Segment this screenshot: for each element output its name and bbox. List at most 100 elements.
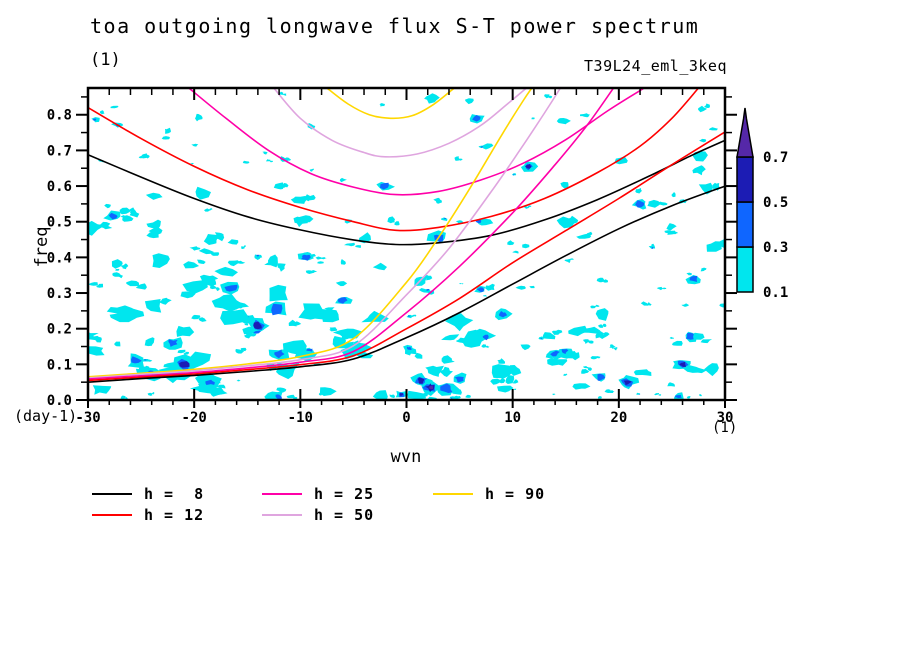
power-blob xyxy=(483,143,494,150)
power-blob xyxy=(293,397,298,400)
power-blob xyxy=(106,305,133,317)
power-blob xyxy=(340,259,346,265)
power-blob-hotspot xyxy=(679,361,687,367)
power-blob xyxy=(214,266,238,277)
colorbar: 0.1 0.3 0.5 0.7 xyxy=(736,107,788,301)
power-blob xyxy=(433,197,442,204)
x-tick-label: 0 xyxy=(402,410,410,426)
power-blob xyxy=(424,93,440,104)
power-blob xyxy=(507,365,522,376)
power-blob-hotspot xyxy=(337,297,348,304)
power-blob xyxy=(88,220,106,236)
power-blob xyxy=(552,393,556,396)
power-blob xyxy=(183,261,200,269)
power-blob xyxy=(288,319,297,327)
power-blob xyxy=(294,321,302,326)
curve-ig-h90 xyxy=(326,88,455,120)
power-blob xyxy=(497,385,514,393)
power-blob xyxy=(339,177,347,183)
power-blob xyxy=(633,369,652,376)
power-blob xyxy=(104,203,111,209)
power-blob xyxy=(165,127,171,134)
power-blob xyxy=(227,260,240,267)
power-blob xyxy=(602,323,607,327)
power-blob-hotspot xyxy=(399,393,404,396)
power-blob xyxy=(656,286,665,291)
power-blob xyxy=(657,201,668,206)
power-blob xyxy=(159,297,172,305)
power-blob-hotspot xyxy=(550,350,560,357)
power-blob xyxy=(92,118,97,121)
legend-line-h12 xyxy=(92,514,132,516)
power-blob xyxy=(214,232,225,242)
power-blob xyxy=(182,279,208,294)
legend-item-h12: h = 12 xyxy=(92,506,205,524)
power-blob xyxy=(569,258,575,260)
power-blob xyxy=(590,356,598,360)
legend-label-h12: h = 12 xyxy=(144,506,205,524)
colorbar-label: 0.5 xyxy=(763,195,788,211)
power-blob xyxy=(667,382,675,387)
curve-ig-h25 xyxy=(188,88,645,196)
power-blob xyxy=(243,245,246,248)
power-blob xyxy=(647,199,661,208)
legend-label-h90: h = 90 xyxy=(485,485,546,503)
power-blob xyxy=(572,383,591,390)
power-blob xyxy=(523,206,530,209)
power-blob xyxy=(461,283,464,285)
power-blob xyxy=(458,158,463,161)
x-axis-unit: (1) xyxy=(712,420,738,436)
power-blob-hotspot xyxy=(472,115,481,122)
power-blob-hotspot xyxy=(689,275,698,282)
power-blob xyxy=(407,315,411,317)
power-blob xyxy=(540,338,543,340)
x-tick-label: -10 xyxy=(288,410,313,426)
power-blob xyxy=(439,366,453,377)
power-blob xyxy=(283,183,289,188)
power-blob xyxy=(522,243,530,249)
power-blob xyxy=(483,294,487,297)
power-blob xyxy=(564,258,571,263)
power-blob xyxy=(372,262,387,271)
power-blob xyxy=(699,394,702,397)
power-blob xyxy=(210,285,217,290)
curve-eig-h90 xyxy=(88,88,533,378)
power-blob xyxy=(361,310,389,323)
power-blob xyxy=(647,302,652,306)
power-blob xyxy=(507,240,515,246)
power-blob xyxy=(515,285,526,290)
power-blob xyxy=(671,337,674,339)
power-blob xyxy=(305,270,315,274)
axes-frame xyxy=(76,86,737,408)
power-blob xyxy=(454,156,460,161)
power-blob xyxy=(497,358,505,364)
power-blob-hotspot xyxy=(525,163,532,169)
power-blob xyxy=(651,247,654,249)
power-blob xyxy=(203,234,220,245)
power-blob xyxy=(161,136,171,140)
power-blob xyxy=(547,357,568,366)
power-blob xyxy=(426,289,430,291)
colorbar-segment xyxy=(736,156,754,203)
legend-label-h25: h = 25 xyxy=(314,485,375,503)
legend-label-h50: h = 50 xyxy=(314,506,375,524)
colorbar-segment xyxy=(736,201,754,248)
power-blob xyxy=(513,174,515,176)
power-blob xyxy=(176,325,195,337)
power-blob xyxy=(394,221,400,226)
legend-label-h8: h = 8 xyxy=(144,485,205,503)
power-blob xyxy=(454,395,459,400)
power-blob xyxy=(648,243,656,249)
power-blob-hotspot xyxy=(454,376,464,383)
legend-item-h8: h = 8 xyxy=(92,485,205,503)
power-blob-hotspot xyxy=(271,303,283,316)
power-blob xyxy=(704,363,719,377)
power-blob xyxy=(236,379,241,382)
power-blob xyxy=(585,231,593,238)
power-blob-hotspot xyxy=(380,182,389,190)
x-tick-label: 20 xyxy=(610,410,627,426)
power-blob xyxy=(718,239,725,249)
power-blob xyxy=(638,393,641,395)
power-blob-hotspot xyxy=(179,361,190,368)
